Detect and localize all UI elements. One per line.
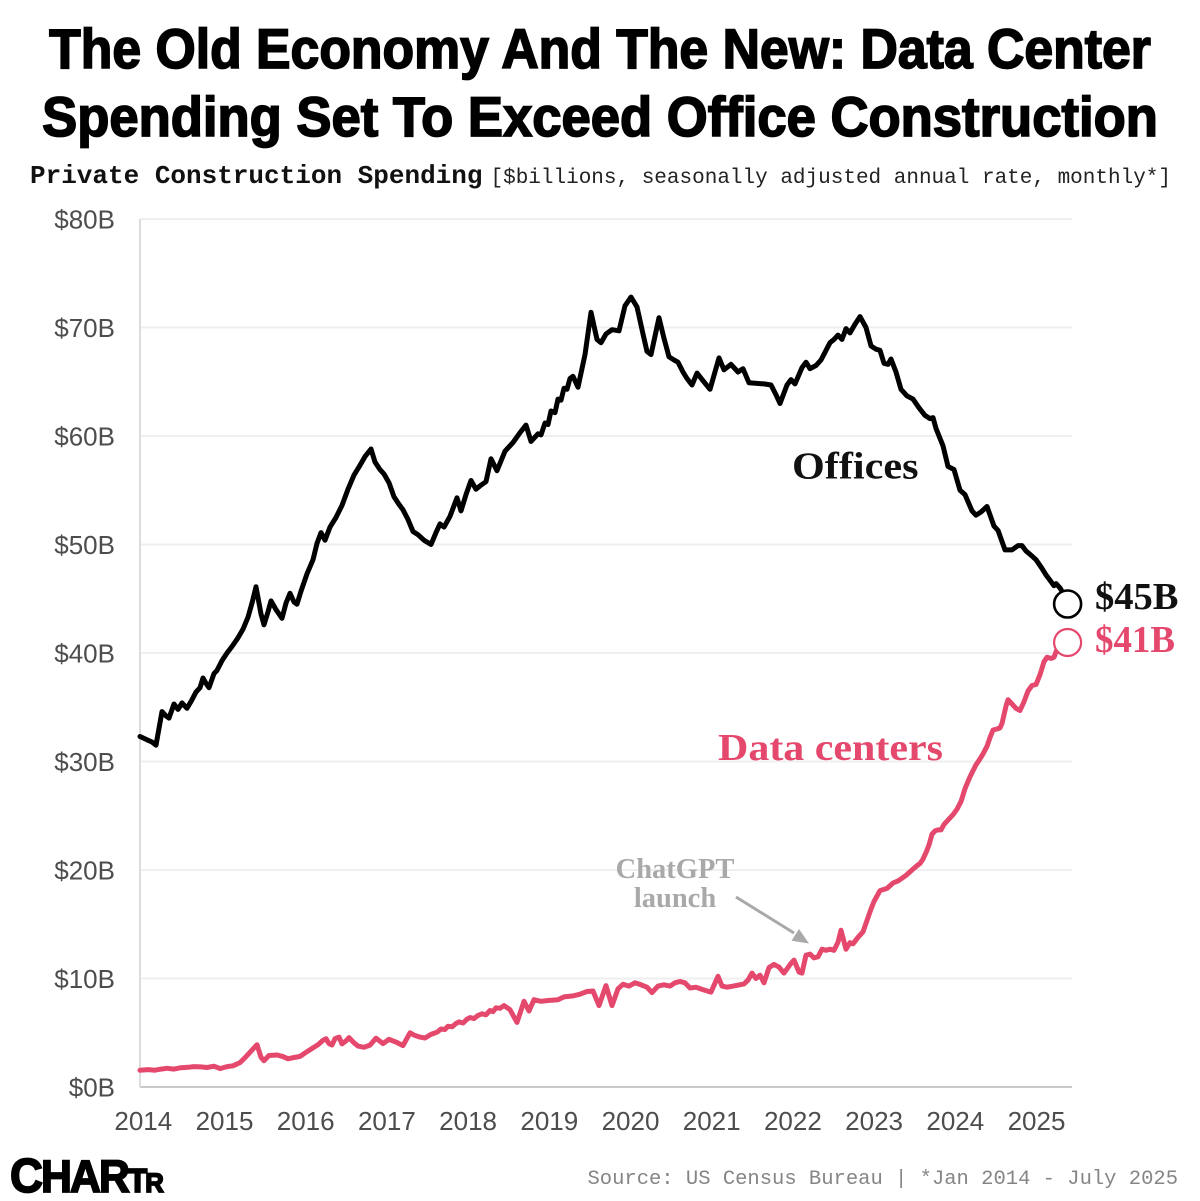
svg-text:2019: 2019 <box>520 1106 578 1136</box>
svg-text:$45B: $45B <box>1095 576 1179 618</box>
svg-text:2017: 2017 <box>358 1106 416 1136</box>
svg-text:launch: launch <box>634 883 717 914</box>
svg-text:$30B: $30B <box>54 747 115 777</box>
svg-text:ChatGPT: ChatGPT <box>616 854 735 885</box>
svg-text:2023: 2023 <box>845 1106 903 1136</box>
svg-text:Data centers: Data centers <box>718 727 943 769</box>
svg-text:2018: 2018 <box>439 1106 497 1136</box>
svg-text:$80B: $80B <box>54 205 115 235</box>
svg-text:$50B: $50B <box>54 530 115 560</box>
svg-text:Offices: Offices <box>792 446 919 488</box>
svg-text:2025: 2025 <box>1008 1106 1066 1136</box>
svg-text:2021: 2021 <box>683 1106 741 1136</box>
svg-text:2022: 2022 <box>764 1106 822 1136</box>
svg-text:$60B: $60B <box>54 422 115 452</box>
svg-text:2024: 2024 <box>926 1106 984 1136</box>
svg-text:$40B: $40B <box>54 639 115 669</box>
svg-text:$70B: $70B <box>54 313 115 343</box>
svg-text:2015: 2015 <box>196 1106 254 1136</box>
svg-text:$20B: $20B <box>54 856 115 886</box>
svg-text:$41B: $41B <box>1095 619 1175 661</box>
svg-text:2014: 2014 <box>114 1106 172 1136</box>
svg-text:2016: 2016 <box>277 1106 335 1136</box>
svg-text:$10B: $10B <box>54 964 115 994</box>
svg-text:$0B: $0B <box>69 1073 115 1103</box>
svg-text:2020: 2020 <box>602 1106 660 1136</box>
